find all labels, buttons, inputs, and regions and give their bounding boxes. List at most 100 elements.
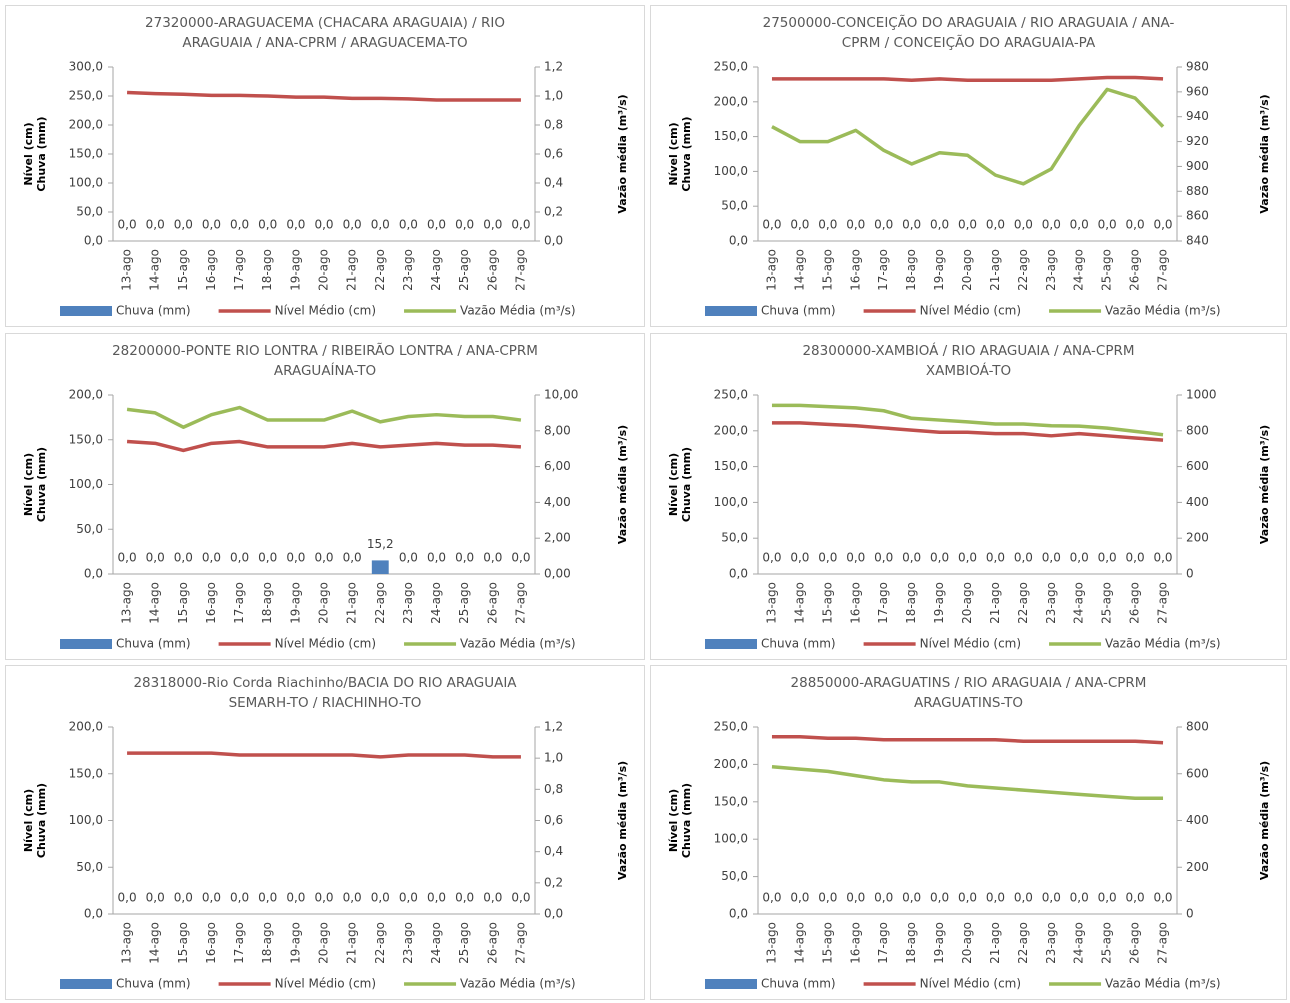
chart-panel: 28200000-PONTE RIO LONTRA / RIBEIRÃO LON… — [5, 333, 645, 660]
data-label: 0,0 — [986, 891, 1005, 905]
x-tick-label: 21-ago — [988, 582, 1002, 624]
chart-title: 28200000-PONTE RIO LONTRA / RIBEIRÃO LON… — [112, 342, 538, 359]
y2-tick-label: 600 — [1186, 766, 1209, 780]
chart-panel: 28318000-Rio Corda Riachinho/BACIA DO RI… — [5, 665, 645, 1000]
data-label: 0,0 — [1153, 218, 1172, 232]
y-tick-label: 200,0 — [714, 757, 748, 771]
x-tick-label: 25-ago — [457, 922, 471, 964]
y-tick-label: 0,0 — [729, 234, 748, 248]
x-tick-label: 20-ago — [960, 922, 974, 964]
data-label: 0,0 — [1153, 891, 1172, 905]
y2-tick-label: 0,6 — [544, 147, 563, 161]
y2-tick-label: 8,00 — [544, 423, 571, 437]
y-axis-title: Nível (cm) — [667, 453, 680, 516]
y2-tick-label: 1,0 — [544, 89, 563, 103]
x-tick-label: 17-ago — [232, 249, 246, 291]
x-tick-label: 13-ago — [120, 582, 134, 624]
data-label: 0,0 — [118, 218, 137, 232]
x-tick-label: 13-ago — [764, 922, 778, 964]
x-tick-label: 26-ago — [1128, 922, 1142, 964]
x-tick-label: 15-ago — [820, 922, 834, 964]
chart-title: ARAGUAIA / ANA-CPRM / ARAGUACEMA-TO — [182, 35, 467, 51]
data-label: 0,0 — [1098, 891, 1117, 905]
data-label: 0,0 — [1153, 551, 1172, 565]
y-axis-title: Chuva (mm) — [680, 783, 693, 858]
y-tick-label: 150,0 — [69, 432, 103, 446]
x-tick-label: 27-ago — [1156, 922, 1170, 964]
y-axis-title: Nível (cm) — [667, 122, 680, 185]
y2-tick-label: 920 — [1186, 134, 1209, 148]
data-label: 0,0 — [762, 218, 781, 232]
y-tick-label: 50,0 — [721, 199, 748, 213]
data-label: 0,0 — [314, 551, 333, 565]
x-tick-label: 21-ago — [345, 582, 359, 624]
legend-label: Nível Médio (cm) — [920, 637, 1021, 651]
legend-label: Nível Médio (cm) — [275, 637, 376, 651]
x-tick-label: 15-ago — [176, 249, 190, 291]
data-label: 0,0 — [483, 218, 502, 232]
data-label: 0,0 — [1014, 551, 1033, 565]
y-tick-label: 200,0 — [714, 423, 748, 437]
data-label: 0,0 — [1126, 891, 1145, 905]
y-axis-title: Chuva (mm) — [680, 447, 693, 522]
x-tick-label: 23-ago — [401, 249, 415, 291]
data-label: 0,0 — [371, 891, 390, 905]
y2-axis-title: Vazão média (m³/s) — [616, 425, 629, 544]
legend-label: Vazão Média (m³/s) — [460, 304, 575, 318]
x-tick-label: 19-ago — [932, 922, 946, 964]
y2-tick-label: 0,4 — [544, 176, 563, 190]
y2-tick-label: 0,2 — [544, 875, 563, 889]
panel-border — [5, 333, 645, 660]
y2-tick-label: 1,2 — [544, 60, 563, 74]
y-axis-title: Nível (cm) — [667, 789, 680, 852]
data-label: 0,0 — [286, 551, 305, 565]
x-tick-label: 13-ago — [120, 922, 134, 964]
y-tick-label: 200,0 — [69, 118, 103, 132]
data-label: 0,0 — [455, 891, 474, 905]
legend-label: Nível Médio (cm) — [920, 304, 1021, 318]
data-label: 0,0 — [371, 218, 390, 232]
legend-swatch — [705, 979, 757, 989]
chart-panel: 27320000-ARAGUACEMA (CHACARA ARAGUAIA) /… — [5, 5, 645, 327]
x-tick-label: 21-ago — [988, 249, 1002, 291]
data-label: 0,0 — [1042, 218, 1061, 232]
x-tick-label: 27-ago — [1156, 249, 1170, 291]
y-tick-label: 100,0 — [69, 477, 103, 491]
data-label: 0,0 — [818, 551, 837, 565]
line — [771, 421, 1164, 442]
y-tick-label: 0,0 — [729, 907, 748, 921]
chart-title: 28300000-XAMBIOÁ / RIO ARAGUAIA / ANA-CP… — [802, 342, 1134, 359]
data-label: 0,0 — [258, 551, 277, 565]
line — [771, 403, 1164, 437]
y-tick-label: 250,0 — [714, 720, 748, 734]
line — [771, 87, 1165, 186]
data-label: 0,0 — [483, 891, 502, 905]
y2-tick-label: 1,0 — [544, 751, 563, 765]
y-tick-label: 0,0 — [729, 567, 748, 581]
chart-title: CPRM / CONCEIÇÃO DO ARAGUAIA-PA — [842, 34, 1096, 51]
data-label: 0,0 — [511, 891, 530, 905]
y2-tick-label: 200 — [1186, 531, 1209, 545]
x-tick-label: 23-ago — [1044, 249, 1058, 291]
data-label: 0,0 — [958, 551, 977, 565]
legend-swatch — [60, 306, 112, 316]
x-tick-label: 17-ago — [232, 922, 246, 964]
y-tick-label: 150,0 — [714, 129, 748, 143]
x-tick-label: 22-ago — [1016, 922, 1030, 964]
data-label: 0,0 — [902, 551, 921, 565]
data-label: 0,0 — [230, 551, 249, 565]
x-tick-label: 21-ago — [988, 922, 1002, 964]
data-label: 0,0 — [455, 551, 474, 565]
data-label: 0,0 — [930, 551, 949, 565]
x-tick-label: 14-ago — [148, 582, 162, 624]
legend-label: Vazão Média (m³/s) — [1105, 977, 1220, 991]
y2-tick-label: 860 — [1186, 209, 1209, 223]
chart-title: XAMBIOÁ-TO — [926, 362, 1011, 379]
y2-tick-label: 1000 — [1186, 388, 1217, 402]
x-tick-label: 14-ago — [148, 922, 162, 964]
y-tick-label: 50,0 — [721, 531, 748, 545]
y2-axis-title: Vazão média (m³/s) — [616, 761, 629, 880]
line — [127, 751, 521, 759]
x-tick-label: 24-ago — [429, 249, 443, 291]
x-tick-label: 24-ago — [1072, 922, 1086, 964]
